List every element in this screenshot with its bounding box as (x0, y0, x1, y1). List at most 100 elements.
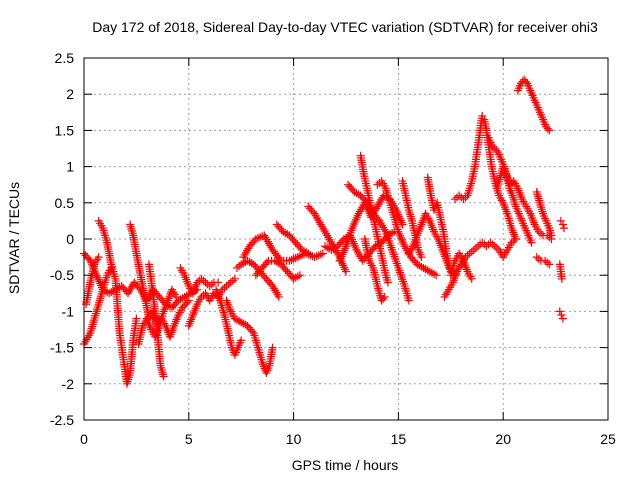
x-tick-label: 15 (391, 431, 407, 447)
data-point-marker (90, 316, 99, 325)
data-point-marker (534, 254, 543, 263)
series-sat-ab (450, 111, 520, 243)
data-point-marker (96, 292, 105, 301)
series-sat-ai (556, 216, 568, 233)
data-point-marker (94, 300, 103, 309)
data-point-marker (201, 278, 210, 287)
x-tick-label: 0 (80, 431, 88, 447)
y-tick-label: 0.5 (55, 195, 75, 211)
data-point-marker (262, 258, 271, 267)
data-point-marker (557, 311, 566, 320)
data-point-marker (543, 258, 552, 267)
series-sat-ae (513, 75, 554, 135)
data-point-marker (417, 253, 426, 262)
x-axis-label: GPS time / hours (292, 457, 399, 473)
data-point-marker (407, 214, 416, 223)
series-sat-ah (555, 260, 566, 283)
data-point-marker (268, 343, 277, 352)
data-point-marker (543, 124, 552, 133)
series-sat-n (251, 256, 304, 283)
data-point-marker (230, 274, 239, 283)
data-point-marker (527, 238, 536, 247)
x-tick-label: 10 (286, 431, 302, 447)
data-point-marker (159, 372, 168, 381)
series-sat-v (373, 177, 441, 280)
data-point-marker (486, 238, 495, 247)
data-point-marker (91, 311, 100, 320)
data-point-marker (96, 294, 105, 303)
data-point-marker (248, 327, 257, 336)
data-point-marker (172, 292, 181, 301)
series-sat-aj (555, 307, 567, 323)
data-point-marker (93, 303, 102, 312)
data-point-marker (545, 233, 554, 242)
y-axis-label: SDTVAR / TECUs (6, 182, 22, 294)
data-point-marker (88, 322, 97, 331)
data-point-marker (224, 280, 233, 289)
data-point-marker (558, 314, 567, 323)
data-point-marker (314, 251, 323, 260)
y-tick-label: 0 (66, 231, 74, 247)
series-sat-g (144, 260, 168, 381)
data-point-marker (318, 249, 327, 258)
x-tick-label: 20 (495, 431, 511, 447)
data-point-marker (93, 305, 102, 314)
series-sat-y (423, 173, 454, 272)
data-point-marker (128, 229, 137, 238)
data-point-marker (90, 313, 99, 322)
data-point-marker (207, 280, 216, 289)
data-point-marker (127, 227, 136, 236)
data-point-marker (184, 296, 193, 305)
series-sat-ad (492, 162, 536, 247)
data-point-marker (406, 210, 415, 219)
plot-frame (83, 57, 609, 421)
data-point-marker (197, 274, 206, 283)
data-point-marker (535, 196, 544, 205)
data-point-marker (228, 276, 237, 285)
data-point-marker (511, 200, 520, 209)
data-point-marker (126, 222, 135, 231)
data-point-marker (342, 267, 350, 276)
data-point-marker (538, 207, 547, 216)
y-tick-label: -2 (62, 376, 75, 392)
data-point-marker (557, 274, 566, 283)
data-point-marker (478, 238, 487, 247)
data-point-marker (532, 253, 541, 262)
data-point-marker (222, 282, 231, 291)
y-tick-label: 1.5 (55, 122, 75, 138)
data-point-marker (545, 260, 554, 269)
data-point-marker (226, 278, 235, 287)
series-sat-f (134, 285, 181, 348)
data-point-marker (536, 200, 545, 209)
data-point-marker (373, 180, 382, 189)
data-point-marker (157, 366, 166, 375)
series-sat-k (222, 296, 277, 377)
data-point-marker (492, 244, 501, 253)
data-point-marker (380, 292, 389, 301)
data-point-marker (233, 263, 242, 272)
data-point-marker (379, 294, 388, 303)
series-sat-j (212, 285, 246, 359)
series-sat-t (356, 151, 392, 287)
data-point-marker (536, 229, 545, 238)
data-point-marker (404, 296, 413, 305)
data-point-marker (465, 249, 474, 258)
data-point-marker (214, 278, 223, 287)
series-sat-d (94, 216, 141, 388)
data-point-marker (158, 368, 167, 377)
data-point-marker (492, 146, 501, 155)
data-point-marker (545, 126, 554, 135)
series-sat-u (360, 235, 389, 305)
data-point-marker (490, 242, 499, 251)
data-point-marker (95, 298, 104, 307)
data-point-marker (555, 307, 564, 316)
data-point-marker (237, 336, 246, 345)
series-sat-h (176, 263, 223, 298)
data-point-marker (521, 77, 530, 86)
data-point-marker (205, 282, 214, 291)
data-point-marker (183, 298, 192, 307)
data-point-marker (547, 231, 556, 240)
series-sat-i (184, 274, 239, 330)
data-point-marker (559, 224, 568, 233)
data-point-marker (459, 195, 468, 204)
